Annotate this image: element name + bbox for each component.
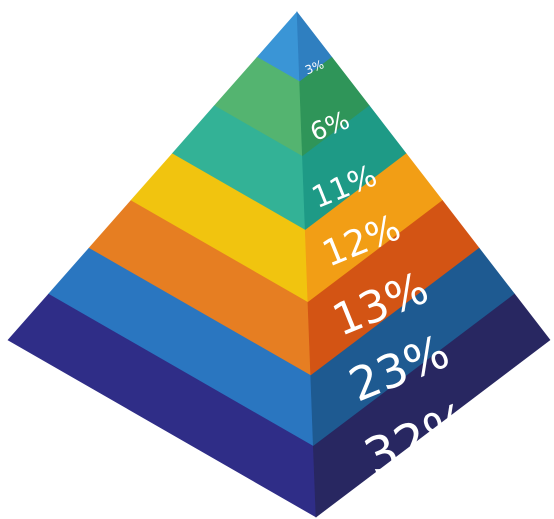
layer-label-3: 3% bbox=[303, 57, 326, 77]
pyramid-faces bbox=[7, 11, 551, 518]
layer-32-right-face bbox=[312, 293, 551, 518]
